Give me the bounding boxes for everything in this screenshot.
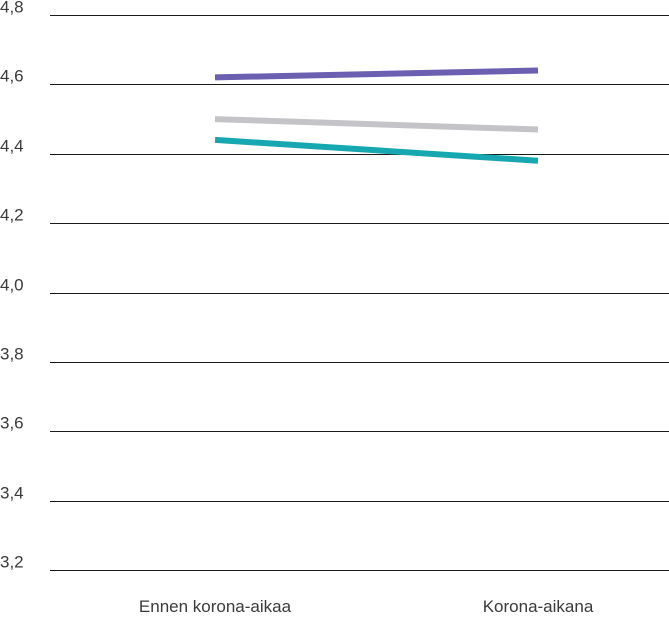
y-tick-label: 3,2 [0,553,24,572]
y-tick-label: 4,4 [0,137,24,156]
y-tick-label: 4,8 [0,0,24,17]
series-line-2 [214,116,539,133]
x-category-label: Ennen korona-aikaa [139,597,292,616]
y-tick-label: 4,6 [0,67,24,86]
y-tick-label: 3,4 [0,484,24,503]
y-tick-label: 3,8 [0,345,24,364]
x-axis-category-labels: Ennen korona-aikaa Korona-aikana [139,597,594,616]
gridlines [50,15,669,571]
series-lines [214,67,539,164]
y-tick-label: 3,6 [0,414,24,433]
x-category-label: Korona-aikana [483,597,594,616]
y-axis-tick-labels: 3,2 3,4 3,6 3,8 4,0 4,2 4,4 4,6 4,8 [0,0,24,572]
series-line-1 [214,67,539,81]
y-tick-label: 4,0 [0,276,24,295]
y-tick-label: 4,2 [0,206,24,225]
series-line-3 [214,136,539,164]
